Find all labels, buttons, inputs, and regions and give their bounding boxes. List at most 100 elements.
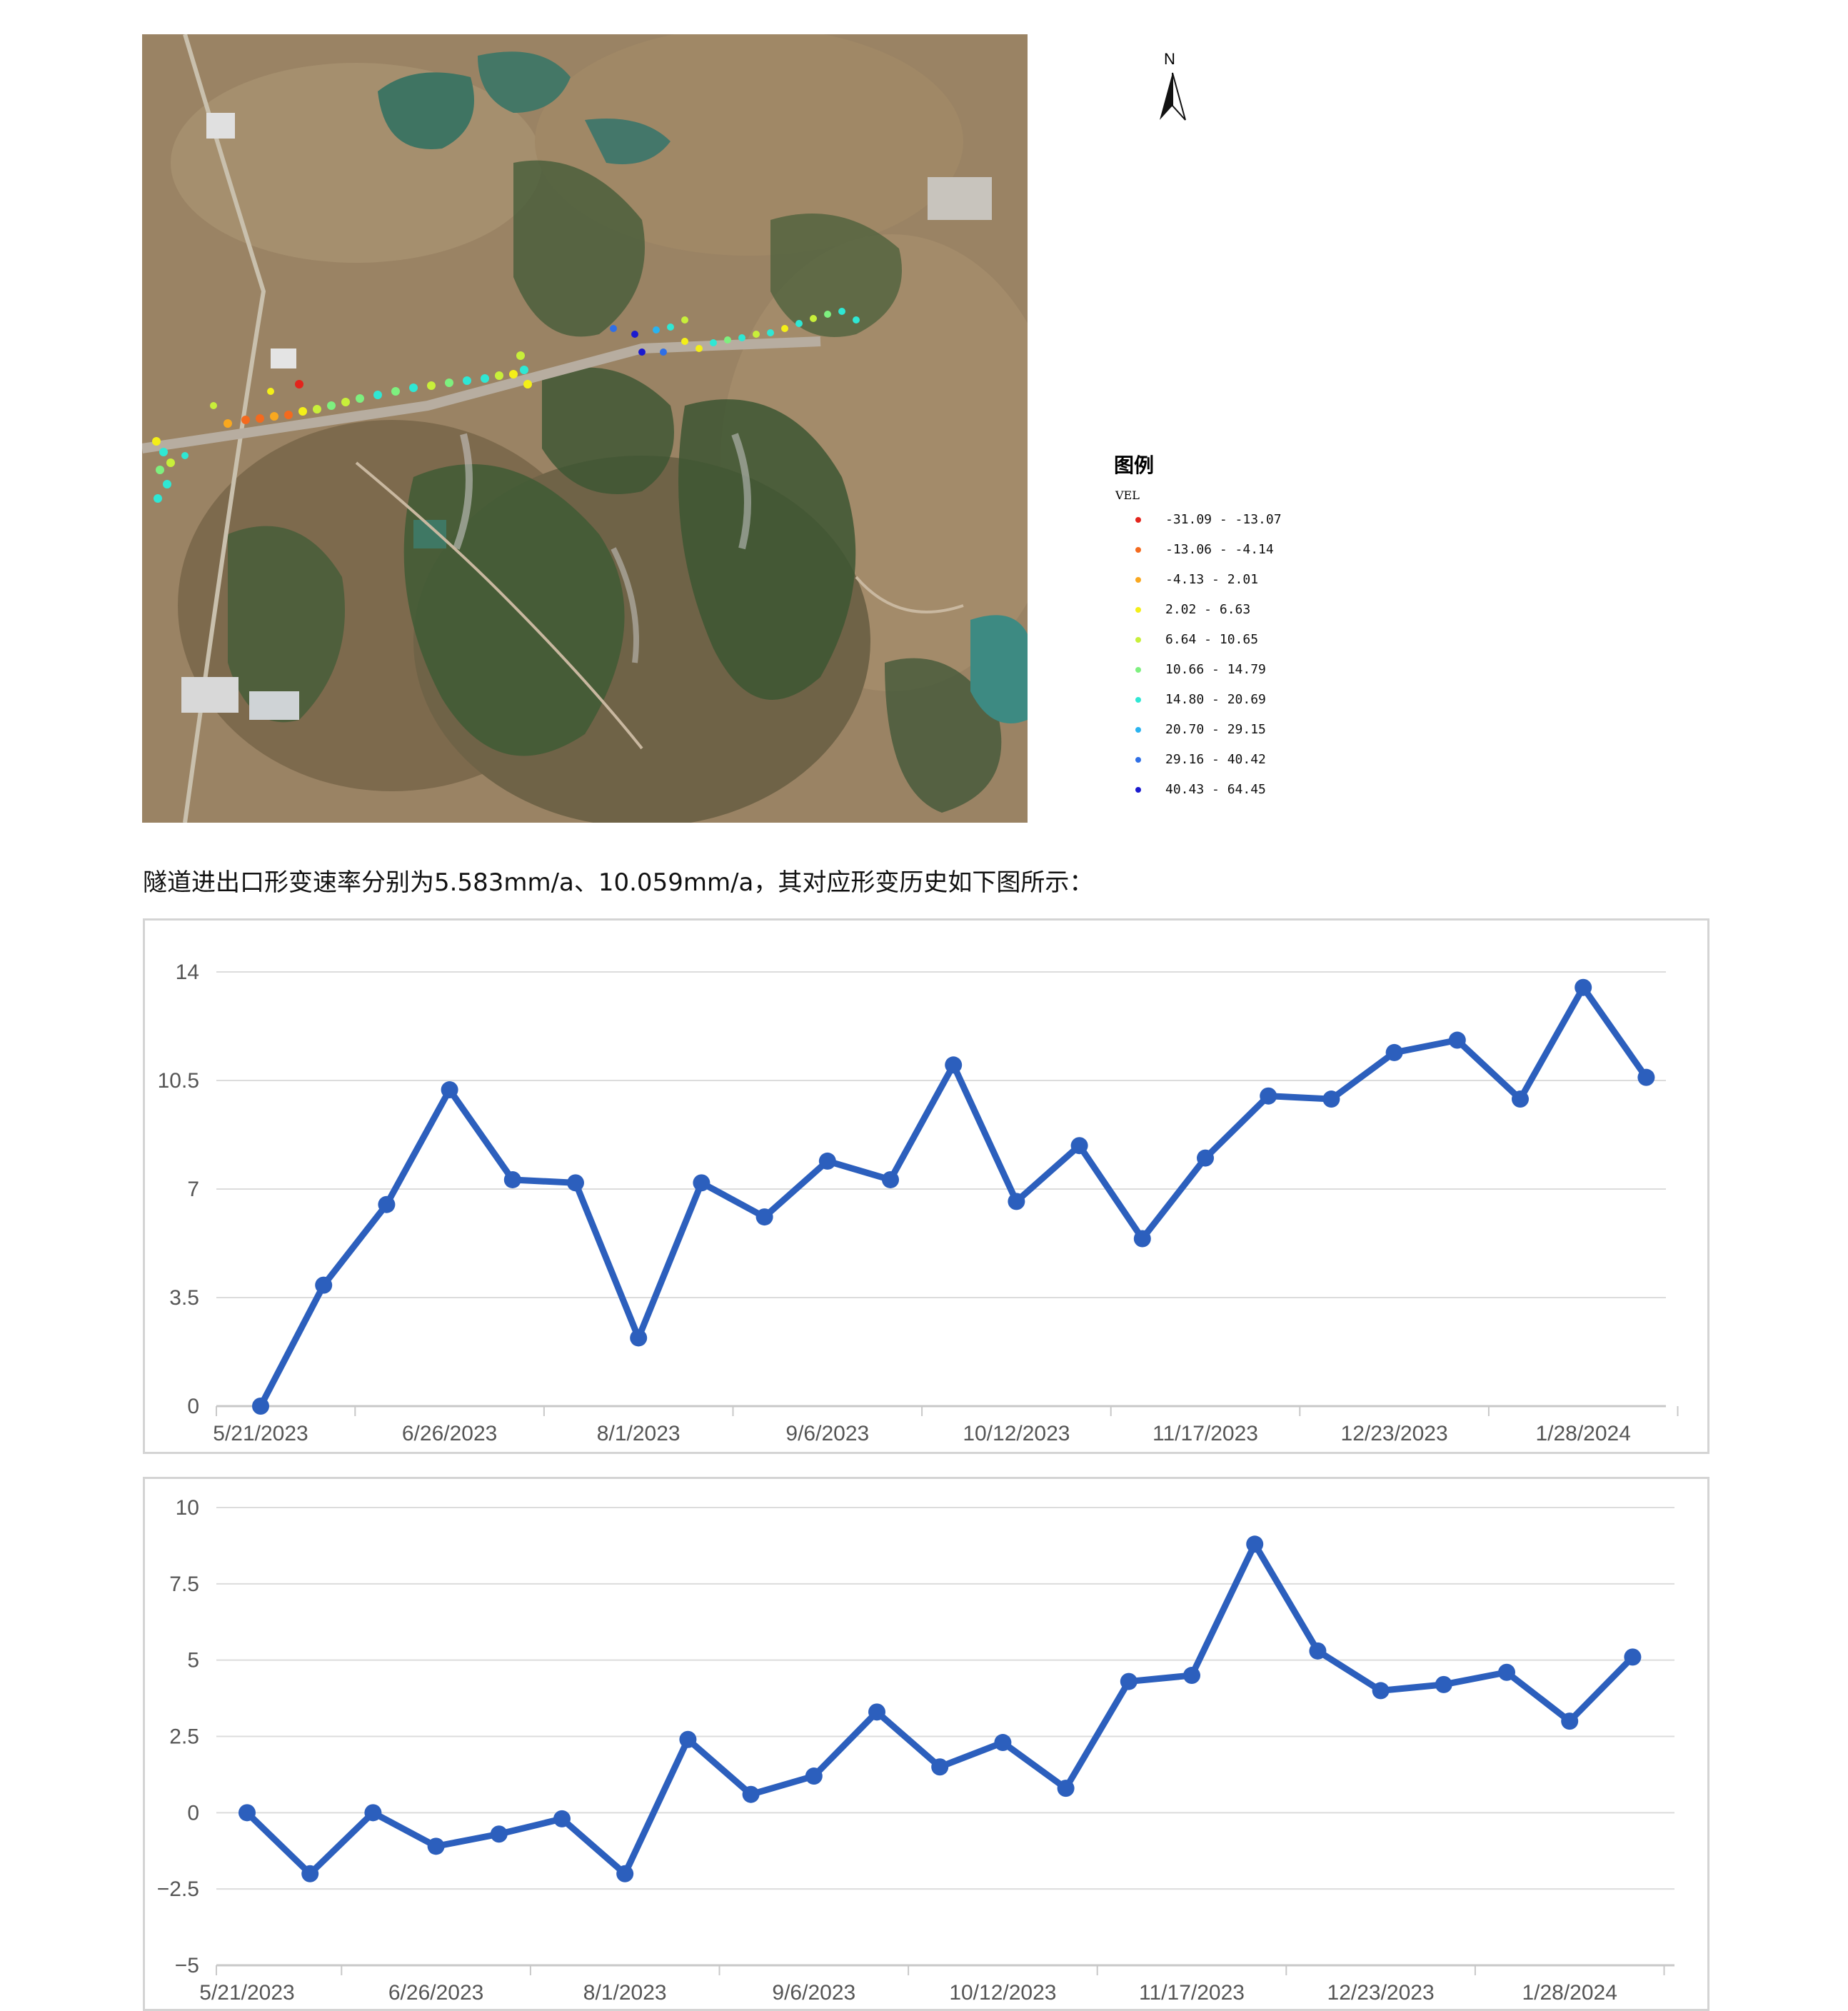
caption-text: 隧道进出口形变速率分别为5.583mm/a、10.059mm/a，其对应形变历史… (143, 868, 1094, 897)
legend-item: 40.43 - 64.45 (1114, 779, 1400, 809)
data-point (868, 1703, 885, 1721)
x-tick-label: 6/26/2023 (388, 1981, 483, 2005)
data-point (1057, 1780, 1075, 1797)
data-point (1498, 1663, 1515, 1681)
satellite-map (142, 34, 1028, 823)
data-point (1133, 1230, 1151, 1248)
x-tick-label: 8/1/2023 (583, 1981, 667, 2005)
data-point (755, 1208, 773, 1226)
legend-item: -13.06 - -4.14 (1114, 539, 1400, 569)
map-legend: 图例 VEL -31.09 - -13.07 -13.06 - -4.14 -4.1… (1114, 450, 1400, 809)
legend-item-label: 40.43 - 64.45 (1165, 782, 1266, 797)
legend-item-label: 2.02 - 6.63 (1165, 602, 1251, 617)
legend-dot-icon (1135, 697, 1141, 703)
data-point (364, 1804, 382, 1822)
data-point (441, 1081, 458, 1099)
data-point (818, 1152, 836, 1170)
data-point (994, 1734, 1012, 1752)
data-point (882, 1170, 899, 1188)
y-tick-label: 7 (187, 1178, 199, 1201)
data-point (553, 1810, 571, 1827)
line-chart-entrance: 0 3.5 7 10.5 14 5/21/2023 6/26/2023 8/1/2023 9/6… (158, 961, 1679, 1445)
legend-item: 6.64 - 10.65 (1114, 629, 1400, 659)
data-point (1435, 1675, 1452, 1693)
series-line (243, 1540, 1636, 1877)
legend-item-label: 10.66 - 14.79 (1165, 662, 1266, 677)
deformation-points (152, 308, 860, 503)
x-tick-label: 5/21/2023 (213, 1422, 308, 1445)
data-point (1183, 1667, 1200, 1685)
data-point (1372, 1682, 1390, 1700)
x-tick-label: 10/12/2023 (963, 1422, 1070, 1445)
legend-item: 10.66 - 14.79 (1114, 659, 1400, 689)
legend-item-label: -13.06 - -4.14 (1165, 542, 1274, 557)
data-point (1448, 1031, 1466, 1049)
north-label: N (1164, 50, 1175, 68)
data-point (567, 1174, 584, 1192)
legend-title: 图例 (1114, 453, 1155, 477)
y-tick-label: 14 (176, 961, 199, 984)
data-point (616, 1865, 634, 1882)
y-tick-label: 10.5 (158, 1069, 199, 1093)
data-point (315, 1276, 333, 1294)
legend-field-name: VEL (1115, 488, 1140, 502)
y-tick-label: −2.5 (157, 1877, 199, 1901)
x-tick-label: 10/12/2023 (949, 1981, 1056, 2005)
data-point (427, 1837, 445, 1855)
line-chart-exit: −5 −2.5 0 2.5 5 7.5 10 5/21/2023 6/26/2023 8/1/20… (157, 1496, 1674, 2005)
x-tick-label: 6/26/2023 (402, 1422, 497, 1445)
y-tick-label: 0 (187, 1395, 199, 1418)
y-tick-label: 3.5 (169, 1286, 199, 1310)
data-point (1512, 1090, 1529, 1108)
x-tick-label: 9/6/2023 (785, 1422, 869, 1445)
y-tick-label: 5 (187, 1649, 199, 1673)
x-tick-label: 8/1/2023 (597, 1422, 681, 1445)
data-point (252, 1398, 269, 1415)
x-tick-label: 11/17/2023 (1139, 1981, 1245, 2005)
data-point (378, 1195, 396, 1213)
legend-dot-icon (1135, 547, 1141, 553)
north-arrow-icon (1160, 72, 1186, 121)
data-point (301, 1865, 319, 1882)
y-tick-label: 7.5 (169, 1573, 199, 1596)
y-tick-label: 10 (176, 1496, 199, 1520)
data-point (238, 1804, 256, 1822)
legend-items: -31.09 - -13.07 -13.06 - -4.14 -4.13 - 2.0… (1114, 509, 1400, 809)
data-point (1309, 1642, 1327, 1660)
deformation-chart-exit: −5 −2.5 0 2.5 5 7.5 10 5/21/2023 6/26/2023 8/1/20… (143, 1477, 1709, 2011)
legend-dot-icon (1135, 637, 1141, 643)
data-point (630, 1329, 648, 1347)
legend-item-label: -31.09 - -13.07 (1165, 512, 1282, 527)
data-point (503, 1170, 521, 1188)
legend-item: -31.09 - -13.07 (1114, 509, 1400, 539)
x-tick-label: 5/21/2023 (199, 1981, 294, 2005)
data-point (1197, 1149, 1214, 1167)
legend-dot-icon (1135, 667, 1141, 673)
legend-item-label: 29.16 - 40.42 (1165, 752, 1266, 767)
deformation-chart-entrance: 0 3.5 7 10.5 14 5/21/2023 6/26/2023 8/1/2023 9/6… (143, 918, 1709, 1454)
x-tick-label: 12/23/2023 (1327, 1981, 1435, 2005)
x-tick-label: 12/23/2023 (1341, 1422, 1448, 1445)
data-point (1637, 1068, 1655, 1086)
data-point (1385, 1043, 1403, 1061)
data-point (1008, 1193, 1025, 1210)
legend-dot-icon (1135, 727, 1141, 733)
data-point (1561, 1712, 1579, 1730)
y-tick-label: −5 (175, 1954, 199, 1977)
series-line (257, 984, 1649, 1410)
data-point (1322, 1090, 1340, 1108)
legend-item-label: 20.70 - 29.15 (1165, 722, 1266, 737)
legend-item-label: -4.13 - 2.01 (1165, 572, 1259, 587)
x-tick-label: 11/17/2023 (1153, 1422, 1258, 1445)
data-point (945, 1056, 963, 1074)
legend-item: 14.80 - 20.69 (1114, 689, 1400, 719)
data-point (1624, 1648, 1642, 1666)
legend-dot-icon (1135, 577, 1141, 583)
y-tick-label: 2.5 (169, 1725, 199, 1749)
data-point (931, 1758, 949, 1776)
legend-item: 2.02 - 6.63 (1114, 599, 1400, 629)
legend-dot-icon (1135, 757, 1141, 763)
data-point (679, 1730, 697, 1748)
legend-item-label: 14.80 - 20.69 (1165, 692, 1266, 707)
legend-dot-icon (1135, 787, 1141, 793)
